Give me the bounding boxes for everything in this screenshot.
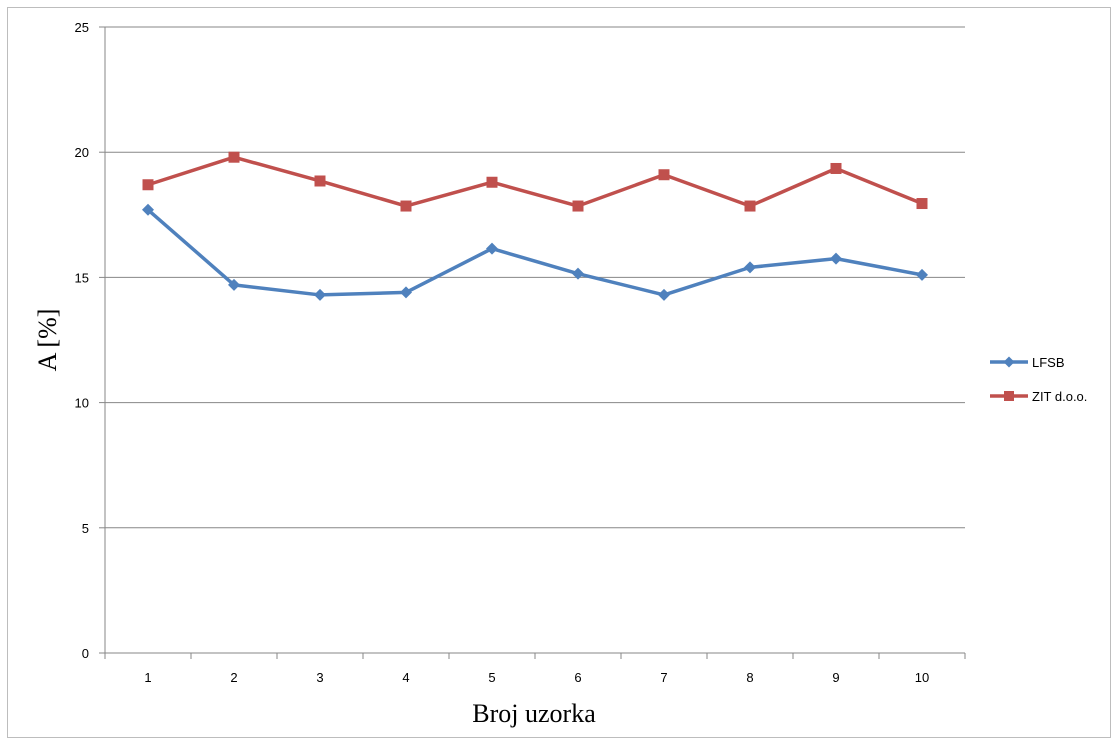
data-point [400, 200, 412, 212]
data-point [400, 286, 412, 299]
y-tick-label: 25 [75, 20, 89, 35]
data-point [916, 198, 928, 210]
x-tick-label: 5 [488, 670, 495, 685]
legend-label: ZIT d.o.o. [1032, 389, 1087, 404]
data-point [830, 252, 842, 265]
y-tick-label: 10 [75, 396, 89, 411]
x-tick-label: 1 [144, 670, 151, 685]
legend-item: LFSB [990, 355, 1065, 370]
y-tick-label: 15 [75, 270, 89, 285]
data-point [228, 278, 240, 291]
x-tick-label: 2 [230, 670, 237, 685]
series-layer [142, 151, 928, 301]
data-point [142, 179, 154, 191]
x-tick-label: 4 [402, 670, 409, 685]
data-point [486, 242, 498, 255]
x-tick-label: 7 [660, 670, 667, 685]
data-point [744, 261, 756, 274]
legend-label: LFSB [1032, 355, 1065, 370]
data-point [142, 203, 154, 216]
data-point [572, 200, 584, 212]
x-tick-label: 6 [574, 670, 581, 685]
data-point [572, 267, 584, 280]
data-point [486, 176, 498, 188]
legend: LFSB ZIT d.o.o. [990, 355, 1087, 404]
plot-area [104, 27, 965, 654]
data-point [228, 151, 240, 163]
y-tick-label: 0 [82, 646, 89, 661]
series-line [147, 155, 923, 208]
x-axis-title: Broj uzorka [472, 699, 596, 728]
legend-marker [1004, 391, 1014, 401]
series-line [146, 208, 923, 297]
data-point [658, 288, 670, 301]
y-tick-label: 5 [82, 521, 89, 536]
y-axis-title: A [%] [33, 309, 62, 372]
series-zit-d-o-o [142, 151, 928, 212]
data-point [314, 175, 326, 187]
legend-marker [1003, 356, 1015, 368]
data-point [658, 169, 670, 181]
series-lfsb [142, 203, 928, 301]
x-tick-label: 8 [746, 670, 753, 685]
y-tick-label: 20 [75, 145, 89, 160]
data-point [744, 200, 756, 212]
legend-item: ZIT d.o.o. [990, 389, 1087, 404]
x-axis-ticks: 1 2 3 4 5 6 7 8 9 10 [104, 653, 966, 685]
y-axis-ticks: 0 5 10 15 20 25 [75, 20, 105, 661]
x-tick-label: 10 [915, 670, 929, 685]
x-tick-label: 9 [832, 670, 839, 685]
x-tick-label: 3 [316, 670, 323, 685]
data-point [314, 288, 326, 301]
data-point [916, 268, 928, 281]
gridlines [105, 26, 965, 654]
data-point [830, 162, 842, 174]
chart-frame [7, 7, 1111, 738]
